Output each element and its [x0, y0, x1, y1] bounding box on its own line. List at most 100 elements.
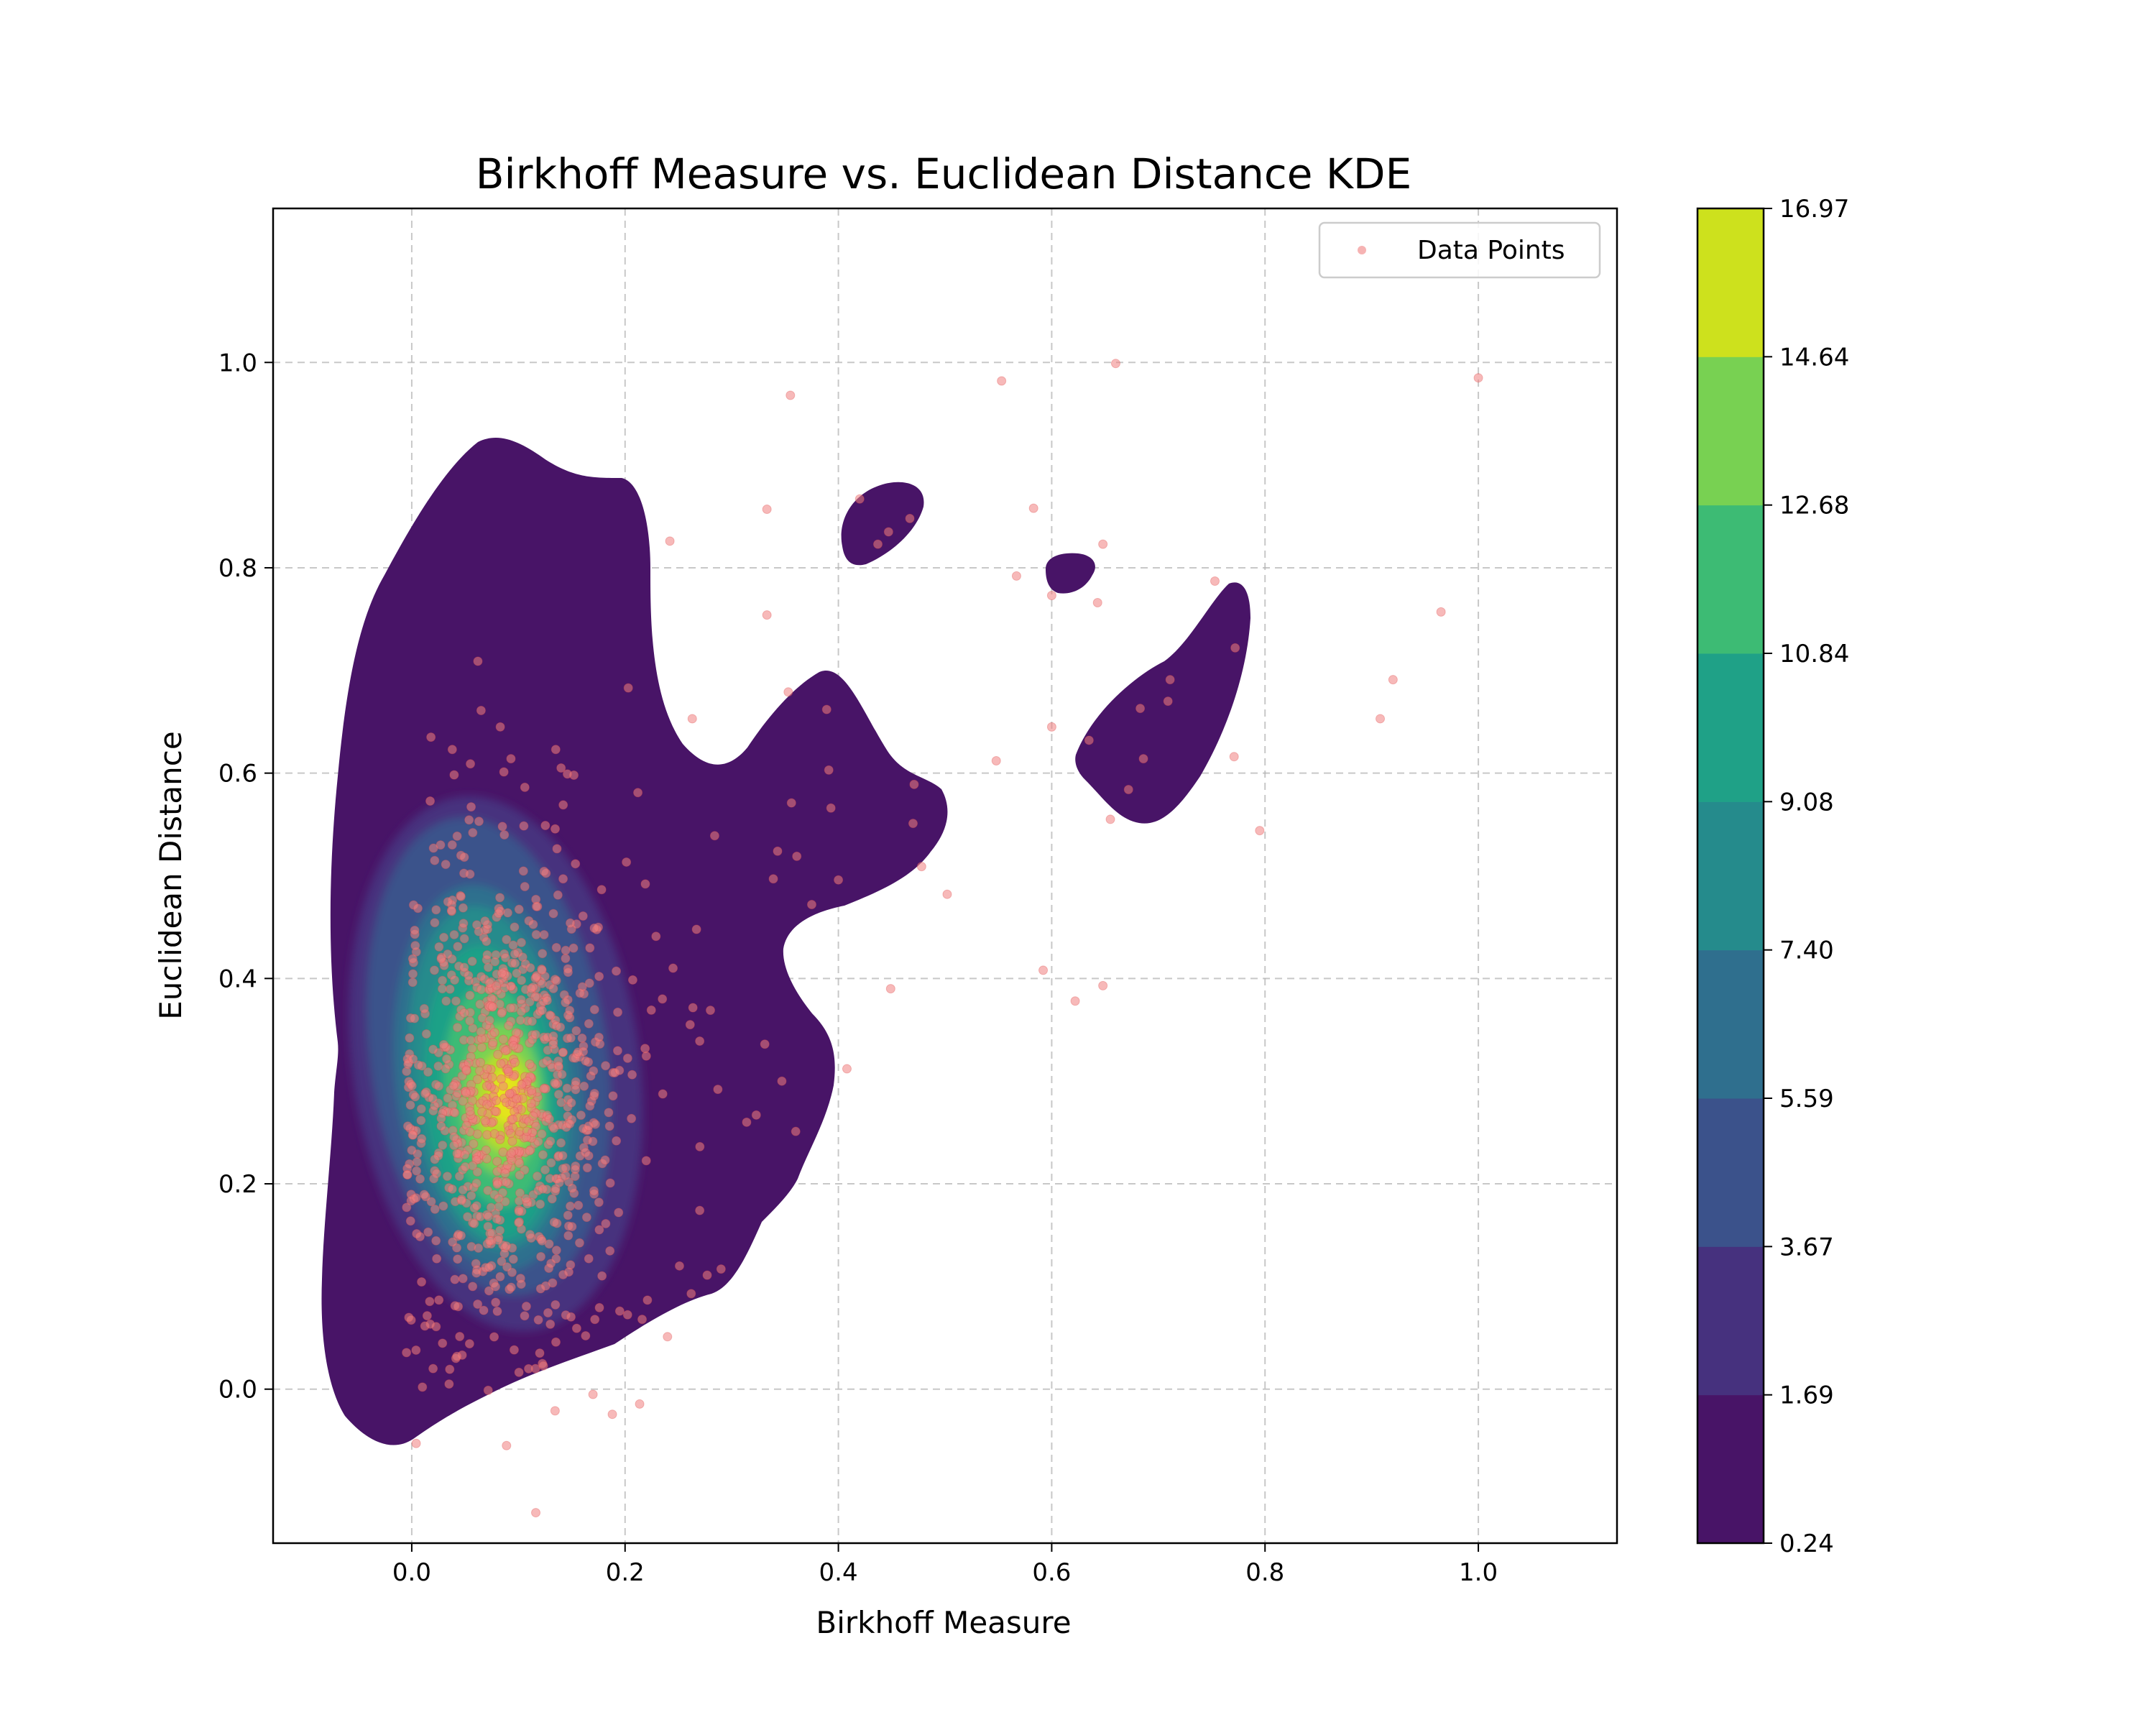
data-point — [695, 1141, 705, 1151]
data-point — [497, 822, 507, 832]
data-point — [538, 1361, 548, 1371]
data-point — [405, 1100, 415, 1110]
data-point — [473, 1299, 483, 1309]
data-point — [459, 1008, 469, 1018]
data-point — [411, 1193, 421, 1203]
data-point — [509, 1041, 519, 1051]
data-point — [425, 1319, 436, 1329]
data-point — [436, 954, 446, 964]
data-point — [483, 1185, 493, 1195]
data-point — [464, 970, 474, 980]
data-point — [402, 1202, 412, 1213]
data-point — [563, 1267, 573, 1277]
data-point — [473, 656, 483, 666]
data-point — [476, 706, 486, 716]
colorbar-frame — [1696, 207, 1765, 1545]
data-point — [405, 1033, 415, 1043]
data-point — [552, 844, 562, 854]
data-point — [531, 1508, 541, 1518]
data-point — [614, 1306, 625, 1316]
data-point — [991, 756, 1001, 766]
data-point — [423, 1227, 433, 1237]
data-point — [854, 494, 865, 504]
data-point — [571, 1323, 581, 1333]
data-point — [709, 831, 719, 841]
data-point — [448, 1081, 459, 1091]
data-point — [438, 975, 448, 985]
data-point — [482, 937, 492, 947]
data-point — [465, 869, 475, 879]
data-point — [410, 1092, 420, 1102]
colorbar-band — [1697, 1246, 1764, 1396]
data-point — [476, 972, 487, 982]
data-point — [553, 1061, 563, 1071]
data-point — [456, 1230, 466, 1241]
data-point — [464, 815, 474, 825]
data-point — [404, 1312, 414, 1322]
data-point — [448, 1237, 458, 1247]
data-point — [516, 1279, 526, 1289]
data-point — [477, 1107, 487, 1117]
data-point — [492, 1306, 502, 1316]
data-point — [471, 920, 482, 930]
x-tick-label: 0.6 — [1032, 1558, 1071, 1587]
data-point — [482, 1064, 492, 1074]
data-point — [490, 1282, 500, 1292]
x-tick-label: 0.0 — [392, 1558, 431, 1587]
data-point — [563, 769, 573, 779]
data-point — [499, 829, 510, 840]
colorbar-tick-label: 12.68 — [1779, 492, 1849, 520]
data-point — [551, 1246, 561, 1256]
data-point — [465, 1106, 475, 1116]
data-point — [428, 843, 438, 853]
data-point — [565, 1006, 575, 1016]
data-points — [402, 359, 1483, 1518]
data-point — [665, 536, 675, 546]
data-point — [627, 975, 637, 985]
data-point — [554, 1177, 564, 1187]
data-point — [502, 908, 512, 918]
data-point — [581, 1056, 591, 1066]
y-axis-label: Euclidean Distance — [153, 731, 188, 1019]
data-point — [461, 1088, 471, 1098]
data-point — [588, 1136, 598, 1146]
data-point — [641, 1051, 651, 1061]
data-point — [561, 998, 571, 1008]
data-point — [538, 949, 548, 959]
data-point — [512, 968, 522, 978]
data-point — [407, 978, 418, 988]
data-point — [597, 1271, 607, 1281]
data-point — [674, 1261, 684, 1271]
y-tick-label: 0.0 — [218, 1376, 257, 1404]
data-point — [494, 908, 504, 919]
data-point — [510, 1057, 520, 1067]
data-point — [1165, 675, 1175, 685]
data-point — [459, 919, 469, 929]
data-point — [635, 1399, 645, 1409]
data-point — [551, 1254, 561, 1264]
data-point — [471, 1201, 482, 1211]
data-point — [642, 1295, 653, 1305]
data-point — [405, 1216, 415, 1226]
data-point — [589, 1005, 599, 1015]
data-point — [500, 1168, 510, 1178]
data-point — [494, 1202, 504, 1212]
data-point — [567, 1183, 577, 1193]
data-point — [550, 745, 561, 755]
data-point — [505, 1003, 515, 1013]
data-point — [413, 903, 423, 914]
chart-title: Birkhoff Measure vs. Euclidean Distance … — [476, 150, 1411, 198]
data-point — [407, 1130, 418, 1140]
data-point — [411, 1438, 421, 1448]
data-point — [528, 1111, 538, 1121]
data-point — [484, 1262, 494, 1272]
data-point — [468, 828, 478, 838]
colorbar-band — [1697, 1098, 1764, 1247]
data-point — [622, 1053, 632, 1063]
data-point — [1376, 714, 1386, 724]
data-point — [563, 1210, 573, 1220]
data-point — [495, 893, 505, 903]
data-point — [685, 1020, 695, 1030]
kde-level-1-island-b — [1046, 553, 1095, 594]
data-point — [514, 1367, 524, 1377]
